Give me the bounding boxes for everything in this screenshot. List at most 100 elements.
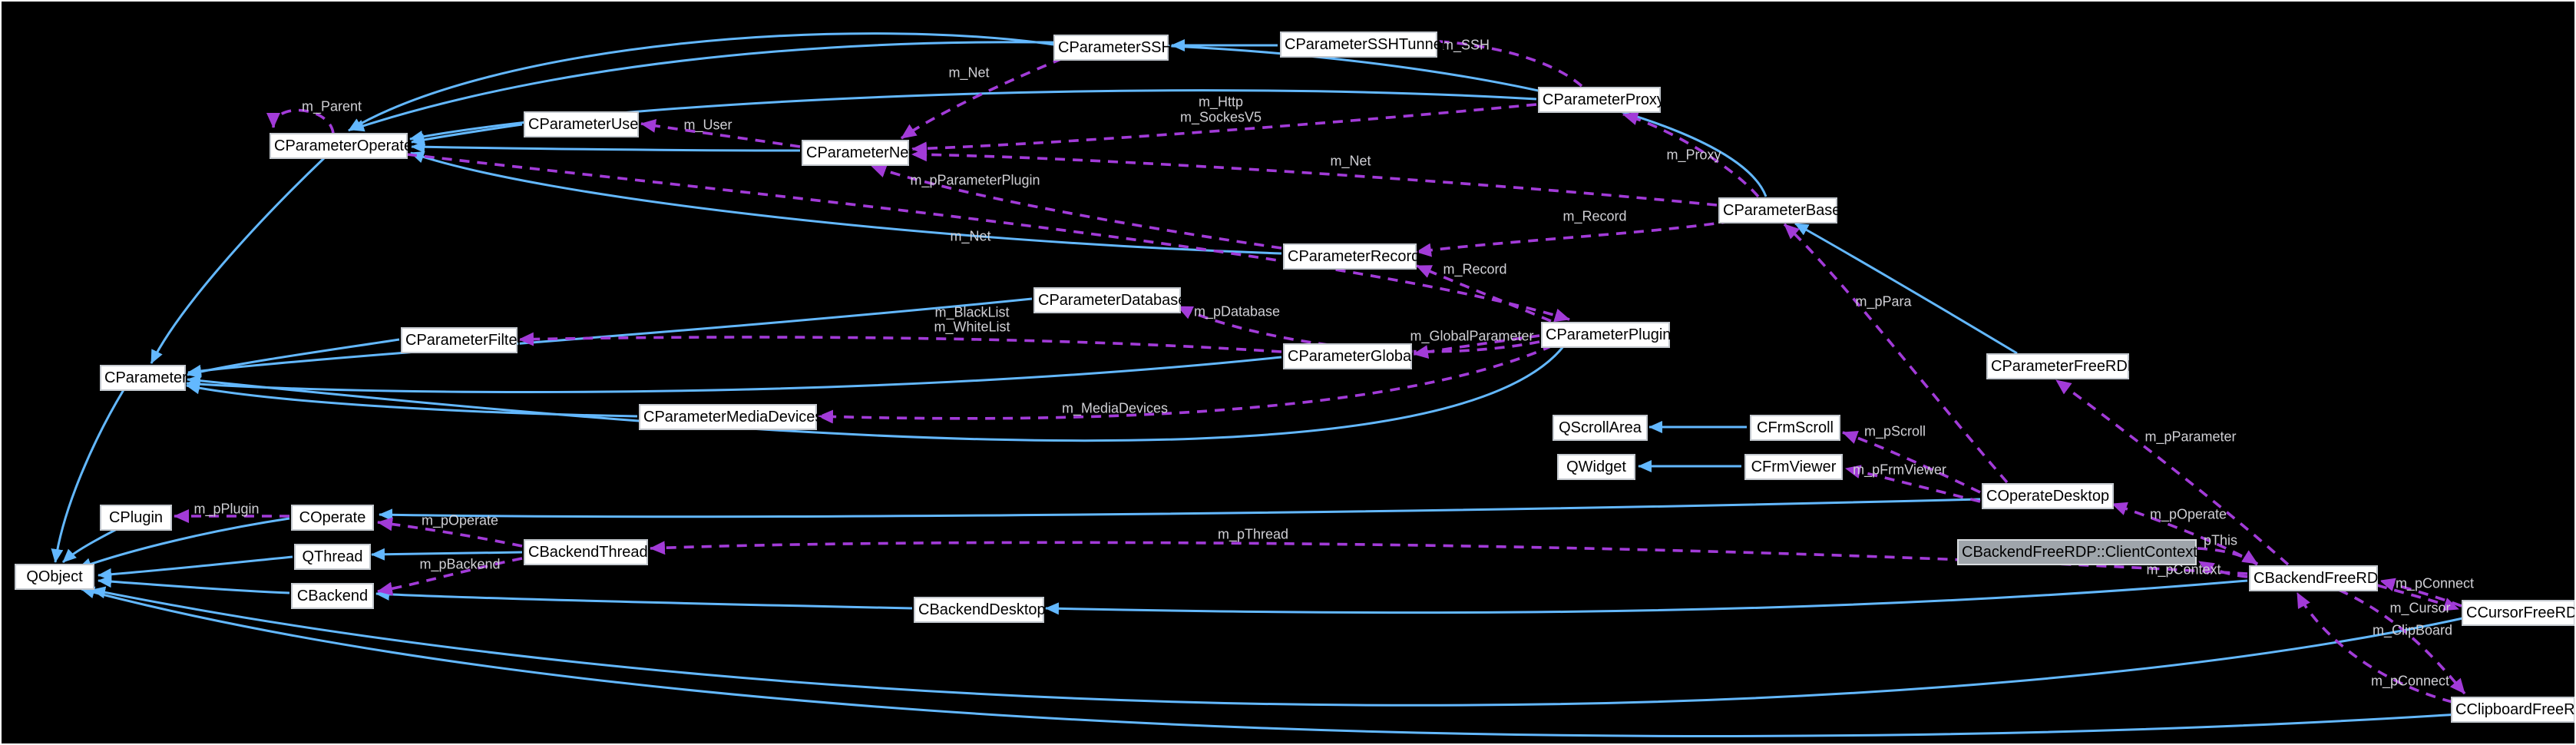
edge-coperate-to-qobject — [78, 517, 290, 570]
class-node-qwidget[interactable]: QWidget — [1557, 454, 1635, 480]
edge-label-m-record-base: m_Record — [1562, 208, 1627, 224]
edge-label-m-clipboard: m_ClipBoard — [2372, 622, 2453, 638]
edge-user-to-operate — [411, 123, 523, 146]
edge-operate-to-plugin-m-pparameterplugin — [406, 153, 1570, 323]
class-node-cparameterrecord[interactable]: CParameterRecord — [1283, 243, 1420, 270]
class-node-qscrollarea[interactable]: QScrollArea — [1553, 415, 1648, 441]
class-node-cparameterbase[interactable]: CParameterBase — [1718, 197, 1840, 224]
edge-cursorfreerdp-to-qobject — [91, 586, 2467, 707]
edge-base-to-record-m-record — [1416, 220, 1732, 257]
edge-qthread-to-qobject — [98, 555, 293, 581]
edge-paramfreerdp-to-base — [1794, 222, 2018, 355]
edge-label-m-poperate-left: m_pOperate — [421, 512, 499, 528]
edge-label-m-poperate-right: m_pOperate — [2149, 506, 2227, 522]
class-node-cparameter[interactable]: CParameter — [100, 365, 187, 391]
class-node-cparameterfreerdp[interactable]: CParameterFreeRDP — [1986, 353, 2138, 379]
edge-label-m-net-record: m_Net — [950, 228, 991, 244]
class-node-cbackendfreerdp[interactable]: CBackendFreeRDP — [2249, 565, 2389, 591]
edge-proxy-to-operate — [409, 89, 1537, 143]
class-node-cparameterproxy[interactable]: CParameterProxy — [1538, 87, 1665, 113]
edge-parameter-to-qobject — [51, 388, 126, 563]
edge-operate-to-parameter — [150, 157, 326, 364]
class-node-cparameterfilter[interactable]: CParameterFilter — [401, 327, 522, 353]
edge-net-to-operate — [411, 141, 801, 154]
edge-cbackend-to-qobject — [98, 575, 290, 594]
edge-database-to-parameter — [187, 297, 1033, 377]
class-node-cparameterdatabase[interactable]: CParameterDatabase — [1033, 287, 1186, 313]
edge-cplugin-to-qobject — [61, 527, 119, 564]
edge-label-pthis: pThis — [2203, 532, 2238, 548]
edge-label-m-globalparameter: m_GlobalParameter — [1410, 328, 1534, 344]
class-node-cfrmscroll[interactable]: CFrmScroll — [1750, 415, 1840, 441]
class-node-cparameteruser[interactable]: CParameterUser — [524, 111, 643, 137]
edge-label-m-proxy: m_Proxy — [1666, 147, 1721, 163]
edge-plugin-to-parameter — [187, 345, 1566, 442]
edge-label-m-http: m_Http — [1198, 94, 1244, 110]
edge-label-m-record-plugin: m_Record — [1443, 261, 1507, 277]
class-node-cparameternet[interactable]: CParameterNet — [802, 140, 913, 166]
edge-clipboardfreerdp-to-qobject — [81, 586, 2459, 737]
edge-clipboard-to-backendfreerdp-m-pconnect — [2296, 592, 2453, 704]
edge-label-m-pthread: m_pThread — [1217, 526, 1289, 542]
class-node-coperate[interactable]: COperate — [291, 505, 374, 531]
edge-proxy-to-sshtunnel-m-ssh — [1412, 33, 1583, 88]
edge-label-m-ppara: m_pPara — [1855, 293, 1912, 310]
edge-label-m-blacklist: m_BlackList — [934, 304, 1010, 320]
edge-label-m-pparameter: m_pParameter — [2144, 429, 2237, 445]
edge-base-to-operate — [350, 41, 1767, 197]
class-node-cplugin[interactable]: CPlugin — [100, 505, 172, 531]
class-node-cparameterglobal[interactable]: CParameterGlobal — [1283, 343, 1415, 369]
class-node-cparametersshtunnel[interactable]: CParameterSSHTunnel — [1280, 31, 1445, 58]
edge-clientcontext-to-backendfreerdp-pthis — [2197, 547, 2258, 565]
edge-label-m-ssh: m_SSH — [1441, 37, 1490, 53]
class-node-cparameterssh[interactable]: CParameterSSH — [1053, 35, 1172, 61]
edge-global-to-parameter — [186, 356, 1282, 394]
edge-label-m-mediadevices: m_MediaDevices — [1061, 400, 1169, 416]
class-node-cbackenddesktop[interactable]: CBackendDesktop — [914, 597, 1046, 623]
edge-label-m-pfrmviewer: m_pFrmViewer — [1853, 462, 1946, 478]
edge-label-m-pconnect-cursor: m_pConnect — [2395, 575, 2475, 591]
class-node-qthread[interactable]: QThread — [294, 544, 371, 570]
edge-mediadevices-to-parameter — [186, 382, 638, 418]
edge-ssh-to-net-m-net — [900, 57, 1063, 140]
edge-label-m-pconnect-clipboard: m_pConnect — [2370, 673, 2450, 689]
edge-plugin-to-database-m-pdatabase — [1177, 305, 1540, 353]
edge-backenddesktop-to-backend — [375, 588, 913, 610]
class-node-ccursorfreerdp[interactable]: CCursorFreeRDP — [2462, 600, 2574, 626]
class-node-cbackendfreerdp-clientcontext: CBackendFreeRDP::ClientContext — [1957, 539, 2197, 565]
edge-label-m-net-base: m_Net — [1330, 153, 1371, 169]
class-node-cparameterplugin[interactable]: CParameterPlugin — [1541, 322, 1671, 348]
edge-backendthread-to-qthread — [371, 548, 523, 561]
edge-plugin-to-mediadevices-m-mediadevices — [818, 344, 1553, 424]
class-node-cfrmviewer[interactable]: CFrmViewer — [1744, 454, 1843, 480]
edge-plugin-to-record-m-record — [1416, 264, 1552, 323]
edge-backendthread-to-coperate-m-poperate — [377, 517, 523, 548]
edge-label-m-pbackend: m_pBackend — [419, 556, 501, 572]
edge-base-to-proxy-m-proxy — [1622, 111, 1760, 198]
class-node-cparameteroperate[interactable]: CParameterOperate — [270, 133, 412, 159]
edge-backendfreerdp-to-clipboard-m-clipboard — [2338, 588, 2466, 695]
edge-cursor-to-backendfreerdp-m-pconnect — [2379, 578, 2462, 608]
class-node-cclipboardfreerdp[interactable]: CClipboardFreeRDP — [2451, 697, 2574, 723]
edge-label-m-user: m_User — [683, 117, 732, 133]
class-node-cparametermediadevices[interactable]: CParameterMediaDevices — [639, 404, 822, 430]
edge-record-to-operate — [410, 151, 1282, 255]
edge-label-m-cursor: m_Cursor — [2389, 600, 2451, 616]
edge-label-m-pparameterplugin: m_pParameterPlugin — [910, 172, 1040, 188]
edge-ssh-to-operate — [348, 32, 1054, 132]
edge-backendfreerdp-to-cursor-m-cursor — [2376, 584, 2459, 611]
edge-plugin-to-global-m-globalparameter — [1413, 334, 1540, 359]
class-node-qobject[interactable]: QObject — [15, 564, 94, 590]
edge-label-m-net-ssh: m_Net — [948, 65, 990, 81]
class-node-cbackendthread[interactable]: CBackendThread — [524, 539, 648, 565]
edge-operatedesktop-to-frmviewer-m-pfrmviewer — [1845, 465, 1981, 503]
edge-backendthread-to-cbackend-m-pbackend — [377, 557, 523, 596]
class-node-coperatedesktop[interactable]: COperateDesktop — [1982, 483, 2114, 509]
edge-operatedesktop-to-operate — [379, 498, 1981, 522]
edge-label-m-whitelist: m_WhiteList — [934, 319, 1010, 335]
class-node-cbackend[interactable]: CBackend — [291, 583, 374, 609]
edge-operatedesktop-to-base-m-ppara — [1783, 223, 2009, 484]
edge-global-to-filter-m-blacklist — [518, 332, 1282, 353]
edge-label-m-pdatabase: m_pDatabase — [1193, 303, 1281, 320]
